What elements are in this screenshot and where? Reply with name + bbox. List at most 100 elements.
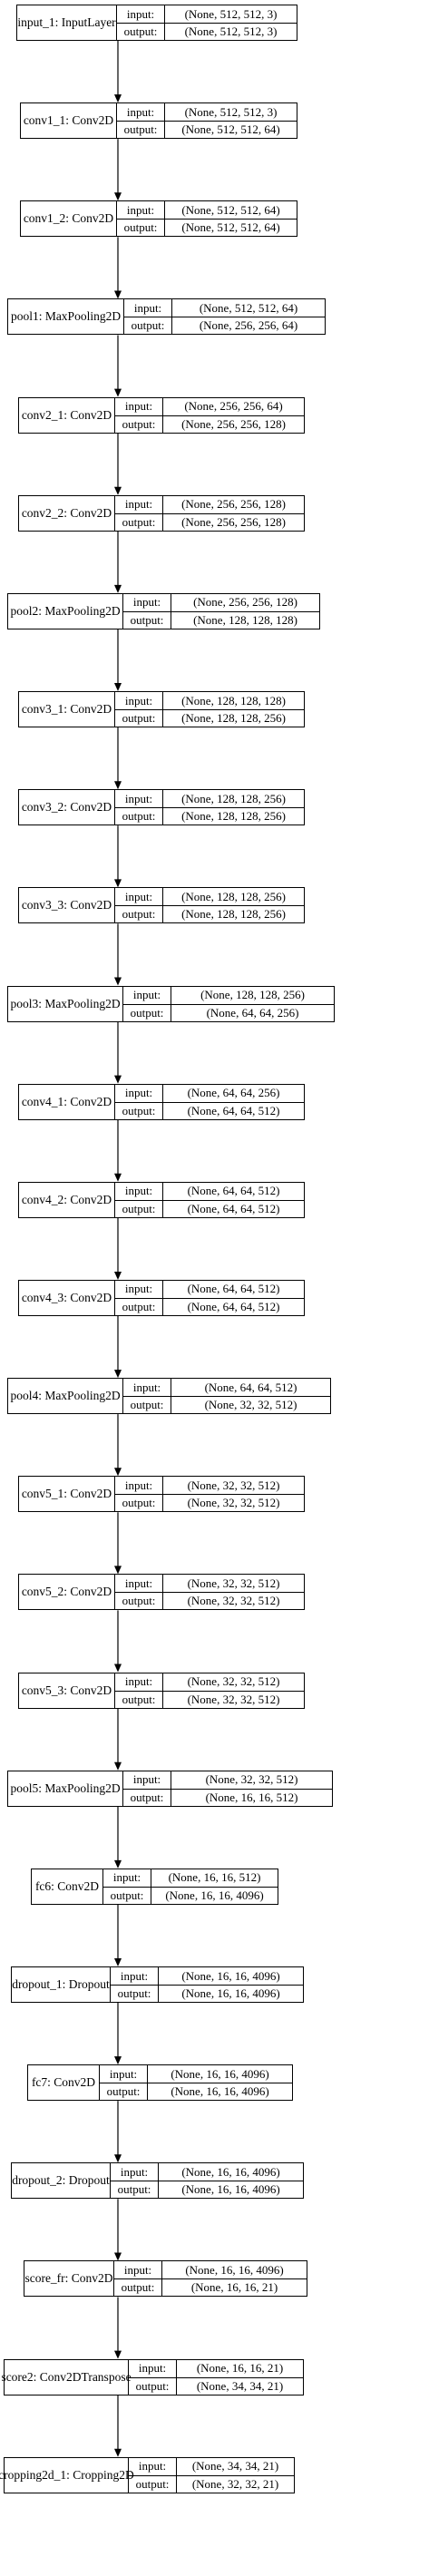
input-shape: (None, 16, 16, 21) bbox=[196, 2361, 284, 2376]
input-shape: (None, 32, 32, 512) bbox=[187, 1478, 280, 1492]
input-shape: (None, 128, 128, 256) bbox=[181, 791, 286, 805]
edge-arrowhead bbox=[114, 1173, 122, 1182]
output-row: output: (None, 64, 64, 512) bbox=[115, 1199, 304, 1217]
layer-node: conv5_3: Conv2D input: (None, 32, 32, 512)… bbox=[18, 1672, 305, 1709]
output-row: output: (None, 34, 34, 21) bbox=[129, 2376, 303, 2395]
input-shape: (None, 32, 32, 512) bbox=[187, 1674, 280, 1689]
input-label: input: bbox=[129, 2457, 177, 2475]
output-label: output: bbox=[115, 415, 163, 433]
input-shape: (None, 34, 34, 21) bbox=[191, 2459, 279, 2474]
layer-shape-table: input: (None, 128, 128, 256) output: (None,… bbox=[123, 986, 334, 1021]
output-label: output: bbox=[115, 906, 163, 923]
output-shape: (None, 16, 16, 4096) bbox=[171, 2084, 269, 2099]
layer-node: input_1: InputLayer input: (None, 512, 512… bbox=[16, 5, 297, 41]
layer-name: conv4_3: Conv2D bbox=[19, 1280, 115, 1315]
input-row: input: (None, 34, 34, 21) bbox=[129, 2457, 294, 2475]
input-row: input: (None, 16, 16, 4096) bbox=[111, 1967, 303, 1985]
edge-arrowhead bbox=[114, 192, 122, 201]
layer-shape-table: input: (None, 128, 128, 128) output: (None,… bbox=[115, 692, 304, 727]
layer-name: score_fr: Conv2D bbox=[24, 2261, 114, 2297]
output-shape: (None, 16, 16, 21) bbox=[190, 2280, 278, 2295]
layer-shape-table: input: (None, 512, 512, 3) output: (None, 5… bbox=[117, 5, 297, 40]
edge-arrowhead bbox=[114, 486, 122, 495]
layer-node: pool4: MaxPooling2D input: (None, 64, 64, … bbox=[7, 1378, 331, 1415]
layer-shape-table: input: (None, 16, 16, 21) output: (None, 34… bbox=[129, 2359, 303, 2395]
output-shape: (None, 256, 256, 64) bbox=[199, 318, 298, 333]
output-label: output: bbox=[117, 220, 165, 237]
input-shape: (None, 16, 16, 512) bbox=[168, 1870, 261, 1885]
layer-node: score_fr: Conv2D input: (None, 16, 16, 409… bbox=[24, 2260, 307, 2298]
edge-arrowhead bbox=[114, 683, 122, 692]
input-shape: (None, 16, 16, 4096) bbox=[181, 1968, 280, 1983]
output-row: output: (None, 64, 64, 512) bbox=[115, 1297, 304, 1315]
input-row: input: (None, 16, 16, 4096) bbox=[111, 2163, 303, 2181]
input-label: input: bbox=[117, 201, 165, 220]
layer-node: fc7: Conv2D input: (None, 16, 16, 4096) out… bbox=[27, 2064, 293, 2102]
input-label: input: bbox=[123, 1771, 171, 1789]
output-label: output: bbox=[115, 710, 163, 727]
input-label: input: bbox=[115, 397, 163, 415]
output-label: output: bbox=[111, 2181, 159, 2199]
layer-node: cropping2d_1: Cropping2D input: (None, 34,… bbox=[0, 2456, 295, 2493]
output-row: output: (None, 16, 16, 4096) bbox=[103, 1886, 278, 1904]
layer-name: pool5: MaxPooling2D bbox=[8, 1771, 123, 1806]
output-shape: (None, 32, 32, 21) bbox=[191, 2476, 279, 2491]
layer-shape-table: input: (None, 512, 512, 64) output: (None, … bbox=[117, 201, 297, 237]
layer-name: conv4_2: Conv2D bbox=[19, 1182, 115, 1217]
input-shape: (None, 64, 64, 512) bbox=[204, 1380, 297, 1394]
output-row: output: (None, 256, 256, 128) bbox=[115, 415, 304, 433]
input-row: input: (None, 64, 64, 512) bbox=[123, 1379, 330, 1397]
output-shape: (None, 16, 16, 4096) bbox=[165, 1888, 264, 1902]
edge-arrowhead bbox=[114, 1370, 122, 1379]
input-label: input: bbox=[115, 1084, 163, 1102]
output-shape: (None, 128, 128, 256) bbox=[181, 809, 286, 824]
input-label: input: bbox=[115, 1477, 163, 1495]
output-label: output: bbox=[100, 2083, 148, 2101]
edge-arrowhead bbox=[114, 388, 122, 397]
input-label: input: bbox=[117, 103, 165, 122]
layer-name: conv4_1: Conv2D bbox=[19, 1084, 115, 1119]
output-row: output: (None, 32, 32, 512) bbox=[115, 1494, 304, 1512]
edge-arrowhead bbox=[114, 2448, 122, 2457]
layer-shape-table: input: (None, 32, 32, 512) output: (None, 3… bbox=[115, 1673, 304, 1708]
output-row: output: (None, 512, 512, 64) bbox=[117, 219, 297, 237]
layer-node: conv4_1: Conv2D input: (None, 64, 64, 256)… bbox=[18, 1083, 305, 1120]
output-label: output: bbox=[111, 1986, 159, 2002]
output-shape: (None, 64, 64, 256) bbox=[206, 1005, 299, 1020]
output-row: output: (None, 16, 16, 4096) bbox=[111, 1985, 303, 2002]
input-label: input: bbox=[115, 692, 163, 710]
output-row: output: (None, 512, 512, 3) bbox=[117, 23, 297, 40]
layer-node: conv1_1: Conv2D input: (None, 512, 512, 3)… bbox=[20, 102, 297, 140]
input-row: input: (None, 256, 256, 128) bbox=[123, 593, 319, 611]
layer-shape-table: input: (None, 128, 128, 256) output: (None,… bbox=[115, 888, 304, 923]
layer-node: conv1_2: Conv2D input: (None, 512, 512, 64… bbox=[20, 200, 297, 238]
input-shape: (None, 16, 16, 4096) bbox=[181, 2164, 280, 2179]
layer-name: conv1_2: Conv2D bbox=[21, 201, 117, 237]
input-shape: (None, 256, 256, 128) bbox=[181, 497, 286, 512]
edge-arrowhead bbox=[114, 1075, 122, 1084]
input-shape: (None, 512, 512, 64) bbox=[199, 300, 298, 315]
input-row: input: (None, 512, 512, 64) bbox=[117, 201, 297, 220]
input-shape: (None, 128, 128, 128) bbox=[181, 693, 286, 707]
layer-node: conv5_1: Conv2D input: (None, 32, 32, 512)… bbox=[18, 1476, 305, 1513]
output-shape: (None, 16, 16, 4096) bbox=[181, 1986, 280, 2000]
output-label: output: bbox=[115, 808, 163, 825]
input-row: input: (None, 256, 256, 128) bbox=[115, 495, 304, 513]
layer-name: input_1: InputLayer bbox=[17, 5, 117, 40]
input-row: input: (None, 128, 128, 128) bbox=[115, 692, 304, 710]
layer-shape-table: input: (None, 16, 16, 512) output: (None, 1… bbox=[103, 1869, 278, 1904]
input-row: input: (None, 512, 512, 3) bbox=[117, 5, 297, 23]
layer-name: conv2_1: Conv2D bbox=[19, 397, 115, 433]
layer-name: fc7: Conv2D bbox=[28, 2065, 100, 2101]
input-shape: (None, 64, 64, 512) bbox=[187, 1282, 280, 1296]
layer-shape-table: input: (None, 16, 16, 4096) output: (None, … bbox=[114, 2261, 307, 2297]
output-label: output: bbox=[103, 1887, 151, 1904]
edge-arrowhead bbox=[114, 1468, 122, 1477]
edge-arrowhead bbox=[114, 1761, 122, 1771]
edge-arrowhead bbox=[114, 2350, 122, 2359]
output-label: output: bbox=[115, 1691, 163, 1708]
input-label: input: bbox=[115, 1280, 163, 1298]
input-row: input: (None, 16, 16, 4096) bbox=[100, 2065, 292, 2083]
input-shape: (None, 512, 512, 3) bbox=[184, 104, 278, 119]
output-shape: (None, 64, 64, 512) bbox=[187, 1103, 280, 1117]
